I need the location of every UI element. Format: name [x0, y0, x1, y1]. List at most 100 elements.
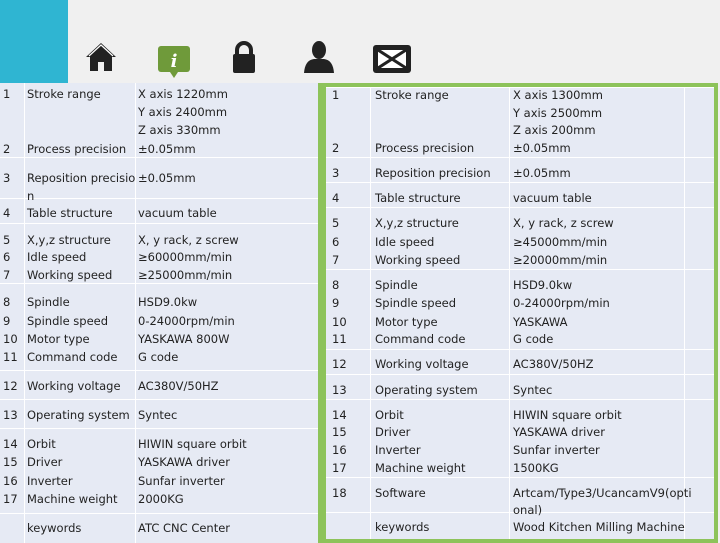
table-row: 6 Idle speed ≥45000mm/min: [326, 233, 714, 251]
row-number: 12: [3, 379, 18, 393]
row-divider: [0, 198, 318, 199]
row-divider: [326, 374, 714, 375]
nav-home[interactable]: [84, 38, 118, 74]
spec-value: ±0.05mm: [513, 141, 571, 155]
spec-value: ATC CNC Center: [138, 521, 231, 535]
spec-label: Inverter: [375, 443, 421, 457]
spec-label: Software: [375, 486, 426, 500]
spec-value: YASKAWA 800W: [138, 332, 230, 346]
nav-user[interactable]: [302, 38, 336, 74]
table-row: 17 Machine weight 2000KG: [0, 490, 318, 508]
row-number: 1: [3, 87, 11, 101]
table-row: Z axis 330mm: [0, 121, 318, 139]
table-row: keywords Wood Kitchen Milling Machine: [326, 518, 714, 536]
column-divider: [24, 83, 25, 543]
table-row: 14 Orbit HIWIN square orbit: [0, 435, 318, 453]
table-row: 15 Driver YASKAWA driver: [0, 453, 318, 471]
spec-value: ≥20000mm/min: [513, 253, 608, 267]
spec-label: Spindle speed: [375, 296, 457, 310]
info-icon: i: [158, 46, 190, 78]
spec-value: G code: [138, 350, 179, 364]
spec-label: Working voltage: [27, 379, 121, 393]
spec-table-left: 1 Stroke range X axis 1220mm Y axis 2400mm Z…: [0, 83, 322, 543]
table-row: 16 Inverter Sunfar inverter: [0, 472, 318, 490]
spec-label: Spindle: [375, 278, 418, 292]
column-divider: [684, 87, 685, 539]
spec-value: ≥25000mm/min: [138, 268, 233, 282]
spec-table-right: 1 Stroke range X axis 1300mm Y axis 2500mm Z…: [322, 83, 718, 543]
spec-label: keywords: [27, 521, 82, 535]
row-number: 17: [3, 492, 18, 506]
row-number: 6: [3, 250, 11, 264]
row-number: 15: [332, 425, 347, 439]
table-row: 14 Orbit HIWIN square orbit: [326, 406, 714, 424]
row-number: 4: [3, 206, 11, 220]
table-row: Z axis 200mm: [326, 121, 714, 139]
table-row: keywords ATC CNC Center: [0, 519, 318, 537]
spec-value: Sunfar inverter: [513, 443, 600, 457]
spec-value: HSD9.0kw: [138, 295, 198, 309]
spec-value: 1500KG: [513, 461, 559, 475]
row-divider: [326, 269, 714, 270]
row-number: 14: [3, 437, 18, 451]
table-row: 4 Table structure vacuum table: [326, 189, 714, 207]
row-divider: [0, 428, 318, 429]
spec-label: Process precision: [27, 142, 127, 156]
table-row: n: [0, 187, 318, 205]
spec-label: Command code: [27, 350, 118, 364]
row-number: 1: [332, 88, 340, 102]
table-row: 9 Spindle speed 0-24000rpm/min: [326, 294, 714, 312]
row-number: 12: [332, 357, 347, 371]
spec-label: Driver: [27, 455, 63, 469]
spec-value: YASKAWA driver: [513, 425, 605, 439]
nav-lock[interactable]: [232, 38, 256, 74]
spec-label: Table structure: [27, 206, 113, 220]
spec-label: Driver: [375, 425, 411, 439]
spec-label: Operating system: [27, 408, 130, 422]
row-number: 9: [332, 296, 340, 310]
spec-value: Syntec: [513, 383, 553, 397]
row-number: 4: [332, 191, 340, 205]
spec-value: X axis 1300mm: [513, 88, 603, 102]
row-number: 18: [332, 486, 347, 500]
table-row: 1 Stroke range X axis 1220mm: [0, 85, 318, 103]
spec-label: Idle speed: [27, 250, 87, 264]
row-number: 3: [332, 166, 340, 180]
spec-value: X, y rack, z screw: [513, 216, 614, 230]
row-number: 8: [3, 295, 11, 309]
spec-label: Machine weight: [27, 492, 118, 506]
spec-value: ±0.05mm: [138, 171, 196, 185]
nav-info[interactable]: i: [157, 43, 191, 79]
home-icon: [86, 43, 116, 71]
row-number: 11: [3, 350, 18, 364]
spec-label: Working speed: [27, 268, 113, 282]
nav-mail[interactable]: [372, 38, 412, 74]
spec-value: Artcam/Type3/UcancamV9(opti: [513, 486, 692, 500]
spec-label: Orbit: [375, 408, 404, 422]
table-row: 9 Spindle speed 0-24000rpm/min: [0, 312, 318, 330]
spec-label: Stroke range: [375, 88, 449, 102]
spec-label: Motor type: [27, 332, 90, 346]
table-row: 3 Reposition precisio ±0.05mm: [0, 169, 318, 187]
table-row: Y axis 2500mm: [326, 104, 714, 122]
row-number: 15: [3, 455, 18, 469]
row-number: 16: [3, 474, 18, 488]
spec-label: Spindle: [27, 295, 70, 309]
row-number: 3: [3, 171, 11, 185]
table-row: 18 Software Artcam/Type3/UcancamV9(opti: [326, 484, 714, 502]
spec-value: 2000KG: [138, 492, 184, 506]
row-number: 7: [3, 268, 11, 282]
spec-value: Y axis 2500mm: [513, 106, 603, 120]
spec-value: ±0.05mm: [138, 142, 196, 156]
row-divider: [326, 512, 714, 513]
spec-value: YASKAWA driver: [138, 455, 230, 469]
table-row: 11 Command code G code: [0, 348, 318, 366]
spec-value: HIWIN square orbit: [138, 437, 247, 451]
table-row: 10 Motor type YASKAWA: [326, 313, 714, 331]
spec-value: vacuum table: [138, 206, 217, 220]
spec-label: X,y,z structure: [27, 233, 111, 247]
table-row: 15 Driver YASKAWA driver: [326, 423, 714, 441]
row-divider: [0, 513, 318, 514]
spec-label: X,y,z structure: [375, 216, 459, 230]
spec-label: Machine weight: [375, 461, 466, 475]
